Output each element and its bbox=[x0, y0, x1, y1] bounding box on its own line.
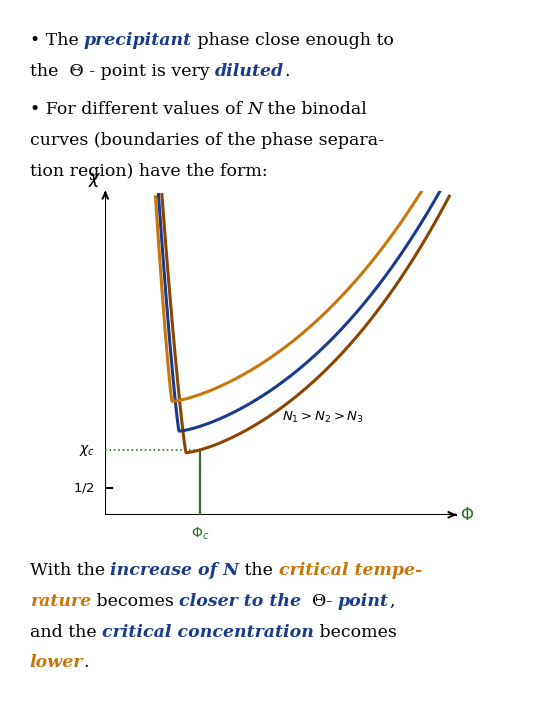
Text: N: N bbox=[247, 101, 262, 118]
Text: ,: , bbox=[389, 593, 394, 610]
Text: $N_1 > N_2 > N_3$: $N_1 > N_2 > N_3$ bbox=[282, 410, 364, 425]
Text: the binodal: the binodal bbox=[262, 101, 367, 118]
Text: $\Phi_c$: $\Phi_c$ bbox=[191, 526, 209, 542]
Text: curves (boundaries of the phase separa-: curves (boundaries of the phase separa- bbox=[30, 132, 384, 149]
Text: closer to the: closer to the bbox=[179, 593, 301, 610]
Text: $1/2$: $1/2$ bbox=[73, 481, 95, 495]
Text: rature: rature bbox=[30, 593, 91, 610]
Text: increase of N: increase of N bbox=[110, 562, 239, 579]
Text: phase close enough to: phase close enough to bbox=[192, 32, 394, 50]
Text: critical tempe-: critical tempe- bbox=[279, 562, 422, 579]
Text: critical concentration: critical concentration bbox=[102, 624, 314, 641]
Text: and the: and the bbox=[30, 624, 102, 641]
Text: With the: With the bbox=[30, 562, 110, 579]
Text: $N_1$: $N_1$ bbox=[0, 719, 1, 720]
Text: Θ-: Θ- bbox=[301, 593, 338, 610]
Text: tion region) have the form:: tion region) have the form: bbox=[30, 163, 267, 180]
Text: $N_2$: $N_2$ bbox=[0, 719, 1, 720]
Text: $\Phi$: $\Phi$ bbox=[460, 505, 474, 524]
Text: .: . bbox=[284, 63, 289, 81]
Text: precipitant: precipitant bbox=[84, 32, 192, 50]
Text: the  Θ - point is very: the Θ - point is very bbox=[30, 63, 215, 81]
Text: becomes: becomes bbox=[91, 593, 179, 610]
Text: $\chi$: $\chi$ bbox=[88, 171, 102, 189]
Text: • The: • The bbox=[30, 32, 84, 50]
Text: the: the bbox=[239, 562, 279, 579]
Text: • For different values of: • For different values of bbox=[30, 101, 247, 118]
Text: diluted: diluted bbox=[215, 63, 284, 81]
Text: .: . bbox=[83, 654, 89, 672]
Text: $\chi_c$: $\chi_c$ bbox=[79, 443, 95, 457]
Text: becomes: becomes bbox=[314, 624, 396, 641]
Text: $N_3$: $N_3$ bbox=[0, 719, 1, 720]
Text: point: point bbox=[338, 593, 389, 610]
Text: lower: lower bbox=[30, 654, 83, 672]
